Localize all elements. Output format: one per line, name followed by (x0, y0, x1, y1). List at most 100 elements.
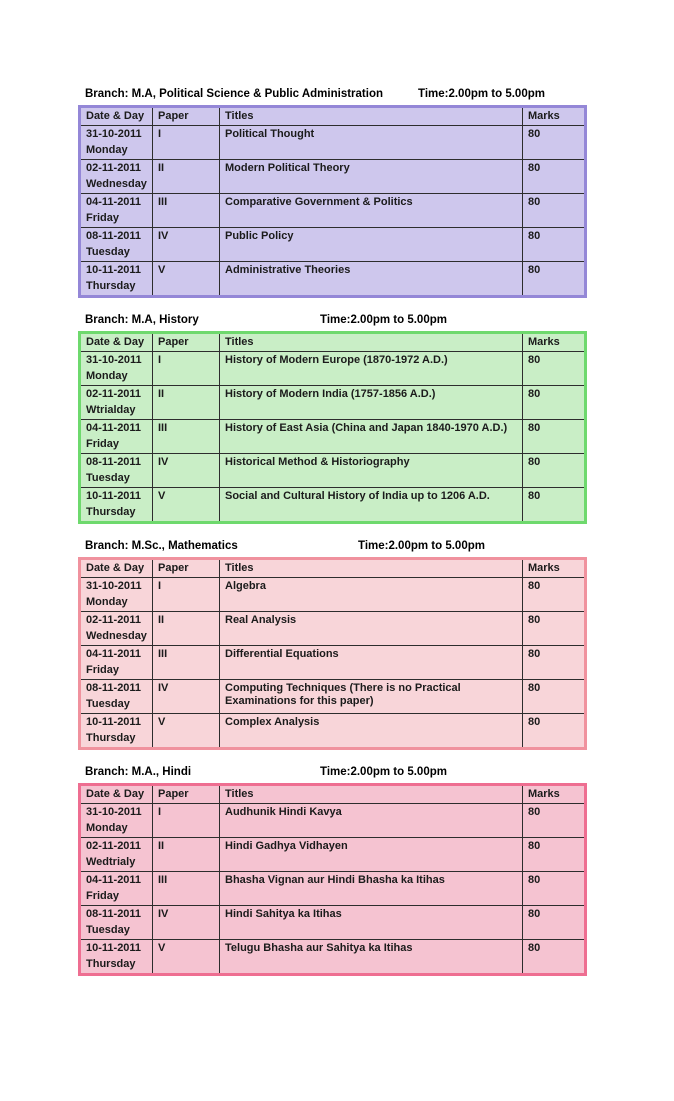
paper-number: II (152, 385, 220, 420)
exam-day: Tuesday (86, 472, 130, 484)
table-row: 02-11-2011 Wednesday II Real Analysis 80 (79, 611, 586, 646)
paper-title: Real Analysis (219, 611, 523, 646)
branch-label: Branch: M.A., Hindi (85, 766, 192, 778)
paper-title: Algebra (219, 577, 523, 612)
timetable-mathematics: Date & Day Paper Titles Marks 31-10-2011… (78, 557, 587, 750)
table-row: 08-11-2011 Tuesday IV Computing Technique… (79, 679, 586, 714)
exam-day: Monday (86, 144, 128, 156)
exam-day: Wtrialday (86, 404, 136, 416)
exam-day: Monday (86, 596, 128, 608)
paper-number: IV (152, 453, 220, 488)
branch-label: Branch: M.A, History (85, 314, 199, 326)
col-header-date-day: Date & Day (79, 558, 153, 578)
paper-title: Political Thought (219, 125, 523, 160)
table-row: 02-11-2011 Wedtrialy II Hindi Gadhya Vidh… (79, 837, 586, 872)
col-header-date-day: Date & Day (79, 784, 153, 804)
table-row: 10-11-2011 Thursday V Administrative Theo… (79, 261, 586, 297)
col-header-marks: Marks (522, 332, 586, 352)
paper-title: Audhunik Hindi Kavya (219, 803, 523, 838)
exam-date: 31-10-2011 (86, 806, 142, 818)
exam-day: Thursday (86, 506, 136, 518)
exam-date: 10-11-2011 (86, 942, 142, 954)
exam-day: Tuesday (86, 924, 130, 936)
col-header-titles: Titles (219, 558, 523, 578)
col-header-date-day: Date & Day (79, 332, 153, 352)
paper-number: I (152, 577, 220, 612)
exam-day: Friday (86, 438, 120, 450)
exam-day: Wednesday (86, 178, 147, 190)
paper-title: Public Policy (219, 227, 523, 262)
paper-title: Computing Techniques (There is no Practi… (219, 679, 523, 714)
exam-day: Thursday (86, 732, 136, 744)
table-row: 02-11-2011 Wednesday II Modern Political … (79, 159, 586, 194)
time-label: Time:2.00pm to 5.00pm (320, 314, 447, 326)
paper-number: II (152, 611, 220, 646)
paper-title: Differential Equations (219, 645, 523, 680)
timetable-history: Date & Day Paper Titles Marks 31-10-2011… (78, 331, 587, 524)
marks-value: 80 (522, 487, 586, 523)
exam-day: Friday (86, 890, 120, 902)
exam-day: Monday (86, 822, 128, 834)
exam-day: Tuesday (86, 246, 130, 258)
exam-date: 10-11-2011 (86, 490, 142, 502)
section-heading: Branch: M.A., Hindi Time:2.00pm to 5.00p… (85, 766, 584, 780)
exam-date: 08-11-2011 (86, 908, 142, 920)
table-row: 31-10-2011 Monday I Political Thought 80 (79, 125, 586, 160)
exam-date: 02-11-2011 (86, 162, 142, 174)
marks-value: 80 (522, 837, 586, 872)
exam-date: 08-11-2011 (86, 456, 142, 468)
paper-title: Telugu Bhasha aur Sahitya ka Itihas (219, 939, 523, 975)
col-header-marks: Marks (522, 558, 586, 578)
table-row: 31-10-2011 Monday I Audhunik Hindi Kavya … (79, 803, 586, 838)
paper-number: III (152, 645, 220, 680)
exam-date: 04-11-2011 (86, 422, 142, 434)
exam-day: Wedtrialy (86, 856, 136, 868)
exam-date: 10-11-2011 (86, 716, 142, 728)
paper-number: IV (152, 905, 220, 940)
exam-day: Wednesday (86, 630, 147, 642)
col-header-titles: Titles (219, 106, 523, 126)
timetable-hindi: Date & Day Paper Titles Marks 31-10-2011… (78, 783, 587, 976)
exam-day: Thursday (86, 280, 136, 292)
section-political-science: Branch: M.A, Political Science & Public … (78, 88, 587, 298)
marks-value: 80 (522, 871, 586, 906)
table-row: 04-11-2011 Friday III Bhasha Vignan aur H… (79, 871, 586, 906)
exam-day: Friday (86, 664, 120, 676)
table-row: 08-11-2011 Tuesday IV Hindi Sahitya ka It… (79, 905, 586, 940)
header-row: Date & Day Paper Titles Marks (79, 558, 586, 578)
exam-date: 02-11-2011 (86, 388, 142, 400)
marks-value: 80 (522, 385, 586, 420)
exam-date: 04-11-2011 (86, 648, 142, 660)
paper-title: Comparative Government & Politics (219, 193, 523, 228)
table-row: 02-11-2011 Wtrialday II History of Modern… (79, 385, 586, 420)
marks-value: 80 (522, 419, 586, 454)
exam-date: 31-10-2011 (86, 580, 142, 592)
section-heading: Branch: M.A, Political Science & Public … (85, 88, 584, 102)
marks-value: 80 (522, 261, 586, 297)
marks-value: 80 (522, 453, 586, 488)
exam-day: Tuesday (86, 698, 130, 710)
table-row: 31-10-2011 Monday I History of Modern Eur… (79, 351, 586, 386)
paper-title: Complex Analysis (219, 713, 523, 749)
paper-title: Hindi Sahitya ka Itihas (219, 905, 523, 940)
col-header-date-day: Date & Day (79, 106, 153, 126)
paper-number: I (152, 351, 220, 386)
exam-day: Thursday (86, 958, 136, 970)
timetable-political-science: Date & Day Paper Titles Marks 31-10-2011… (78, 105, 587, 298)
paper-number: III (152, 871, 220, 906)
paper-number: IV (152, 679, 220, 714)
timetable-content: Branch: M.A, Political Science & Public … (78, 88, 587, 992)
exam-date: 04-11-2011 (86, 874, 142, 886)
time-label: Time:2.00pm to 5.00pm (358, 540, 485, 552)
paper-number: III (152, 193, 220, 228)
exam-date: 10-11-2011 (86, 264, 142, 276)
marks-value: 80 (522, 227, 586, 262)
branch-label: Branch: M.A, Political Science & Public … (85, 88, 383, 100)
table-row: 10-11-2011 Thursday V Telugu Bhasha aur S… (79, 939, 586, 975)
paper-number: V (152, 261, 220, 297)
paper-title: Modern Political Theory (219, 159, 523, 194)
col-header-marks: Marks (522, 784, 586, 804)
table-row: 04-11-2011 Friday III Differential Equati… (79, 645, 586, 680)
table-row: 08-11-2011 Tuesday IV Public Policy 80 (79, 227, 586, 262)
